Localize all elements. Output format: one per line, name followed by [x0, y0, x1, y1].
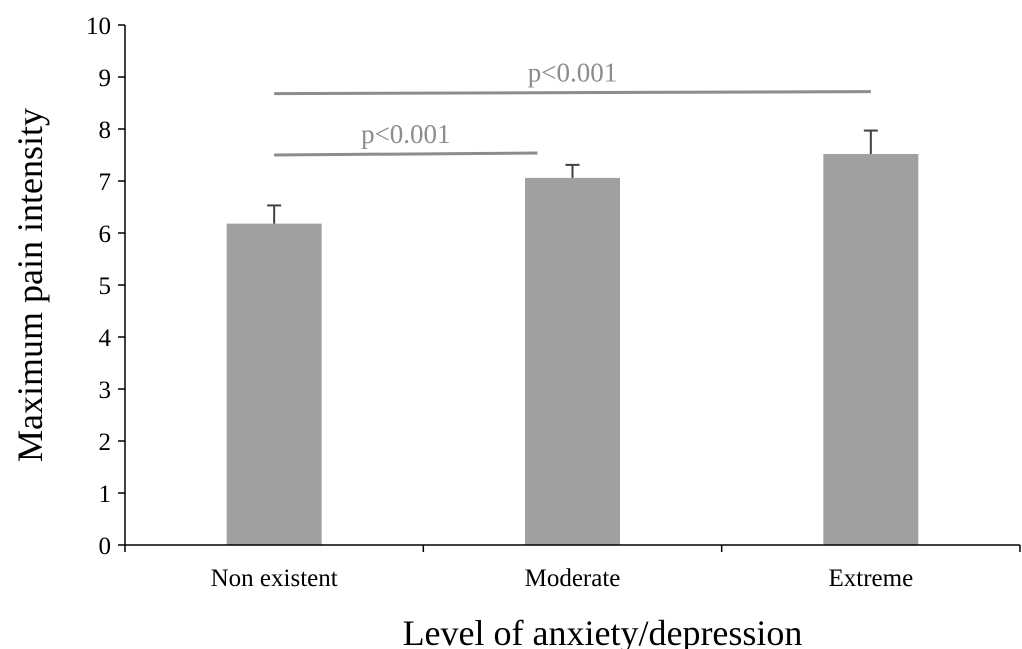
x-axis-title: Level of anxiety/depression	[403, 613, 803, 649]
significance-annotations: p<0.001 p<0.001	[274, 58, 871, 157]
y-tick-label: 7	[99, 169, 112, 196]
y-tick-label: 9	[99, 65, 112, 92]
y-tick-label: 8	[99, 117, 112, 144]
y-tick-label: 10	[86, 13, 111, 40]
x-axis-categories: Non existent Moderate Extreme	[124, 545, 1021, 592]
significance-label: p<0.001	[361, 119, 450, 149]
significance-line	[274, 90, 871, 96]
y-axis-title: Maximum pain intensity	[10, 108, 50, 462]
bar	[525, 177, 620, 545]
bars	[226, 153, 919, 545]
y-tick-label: 5	[99, 273, 112, 300]
significance-line	[274, 151, 538, 157]
bar	[823, 153, 919, 545]
y-tick-label: 3	[99, 377, 112, 404]
x-category-label: Extreme	[828, 565, 913, 592]
error-bars	[267, 129, 878, 224]
y-tick-label: 4	[99, 325, 112, 352]
y-tick-label: 2	[99, 429, 112, 456]
y-tick-label: 1	[99, 481, 112, 508]
x-category-label: Non existent	[211, 565, 338, 592]
bar	[226, 223, 322, 545]
x-category-label: Moderate	[525, 565, 621, 592]
y-axis-ticks: 0 1 2 3 4 5 6 7 8 9 10	[86, 13, 125, 560]
y-tick-label: 0	[99, 533, 112, 560]
y-tick-label: 6	[99, 221, 112, 248]
significance-label: p<0.001	[528, 58, 617, 88]
